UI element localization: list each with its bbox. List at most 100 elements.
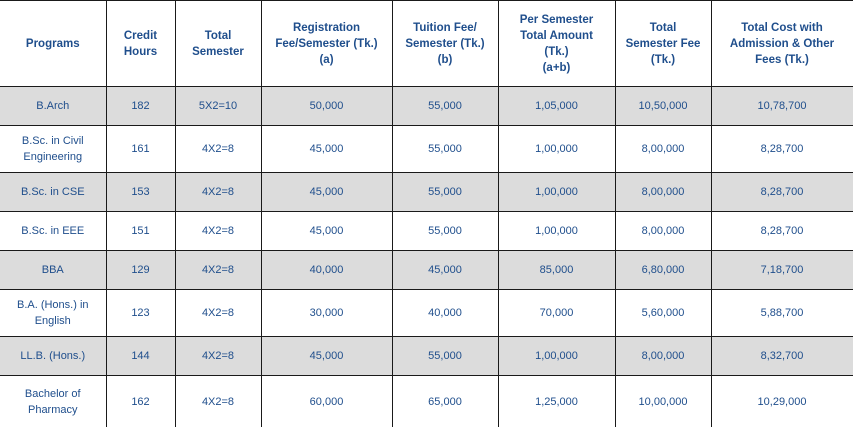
header-line: (Tk.)	[544, 45, 569, 58]
total-semester: 4X2=8	[174, 211, 262, 251]
credit-hours: 153	[105, 172, 176, 212]
header-line: (b)	[437, 53, 453, 66]
registration-fee: 30,000	[260, 289, 393, 337]
program-name: B.A. (Hons.) in English	[0, 289, 107, 337]
total-semester: 4X2=8	[174, 250, 262, 290]
header-line: Semester (Tk.)	[405, 37, 485, 50]
total-semester: 4X2=8	[174, 289, 262, 337]
per-semester-total: 1,00,000	[497, 125, 616, 173]
header-line: Per Semester	[519, 13, 594, 26]
table-row: B.Sc. in EEE 151 4X2=8 45,000 55,000 1,0…	[0, 211, 853, 251]
program-name-line: B.Sc. in EEE	[21, 225, 85, 237]
per-semester-total: 1,00,000	[497, 211, 616, 251]
header-line: Registration	[292, 21, 361, 34]
header-line: Admission & Other	[729, 37, 835, 50]
total-semester-fee: 6,80,000	[614, 250, 712, 290]
program-name-line: B.Sc. in Civil	[21, 135, 84, 147]
program-name-line: Engineering	[23, 151, 83, 163]
total-cost: 10,29,000	[710, 375, 853, 427]
total-semester-fee: 10,00,000	[614, 375, 712, 427]
program-name-line: BBA	[41, 264, 64, 276]
registration-fee: 50,000	[260, 86, 393, 126]
header-row: Programs Credit Hours Total Semester Reg…	[0, 0, 853, 87]
total-cost: 7,18,700	[710, 250, 853, 290]
header-line: Semester	[192, 45, 244, 58]
total-semester-fee: 10,50,000	[614, 86, 712, 126]
total-semester-fee: 8,00,000	[614, 172, 712, 212]
program-name-line: LL.B. (Hons.)	[20, 350, 86, 362]
credit-hours: 182	[105, 86, 176, 126]
program-name: B.Sc. in CSE	[0, 172, 107, 212]
program-name: B.Sc. in Civil Engineering	[0, 125, 107, 173]
per-semester-total: 85,000	[497, 250, 616, 290]
total-cost: 5,88,700	[710, 289, 853, 337]
table-row: B.Arch 182 5X2=10 50,000 55,000 1,05,000…	[0, 86, 853, 126]
header-tuition-fee: Tuition Fee/ Semester (Tk.) (b)	[391, 0, 499, 87]
tuition-fee: 55,000	[391, 211, 499, 251]
table-row: Bachelor of Pharmacy 162 4X2=8 60,000 65…	[0, 375, 853, 427]
fee-table: Programs Credit Hours Total Semester Reg…	[0, 0, 853, 427]
credit-hours: 123	[105, 289, 176, 337]
total-semester: 4X2=8	[174, 375, 262, 427]
header-line: Fee/Semester (Tk.)	[275, 37, 378, 50]
header-line: (a+b)	[542, 61, 571, 74]
header-line: Credit	[123, 29, 158, 42]
total-cost: 8,32,700	[710, 336, 853, 376]
program-name: Bachelor of Pharmacy	[0, 375, 107, 427]
total-cost: 8,28,700	[710, 125, 853, 173]
registration-fee: 40,000	[260, 250, 393, 290]
per-semester-total: 1,25,000	[497, 375, 616, 427]
header-line: Hours	[123, 45, 158, 58]
credit-hours: 129	[105, 250, 176, 290]
total-cost: 10,78,700	[710, 86, 853, 126]
tuition-fee: 55,000	[391, 172, 499, 212]
total-cost: 8,28,700	[710, 211, 853, 251]
per-semester-total: 1,00,000	[497, 172, 616, 212]
total-semester: 5X2=10	[174, 86, 262, 126]
program-name: LL.B. (Hons.)	[0, 336, 107, 376]
header-total-cost: Total Cost with Admission & Other Fees (…	[710, 0, 853, 87]
total-semester: 4X2=8	[174, 172, 262, 212]
registration-fee: 45,000	[260, 211, 393, 251]
tuition-fee: 55,000	[391, 125, 499, 173]
table-row: LL.B. (Hons.) 144 4X2=8 45,000 55,000 1,…	[0, 336, 853, 376]
header-line: Programs	[25, 37, 80, 50]
credit-hours: 144	[105, 336, 176, 376]
tuition-fee: 55,000	[391, 86, 499, 126]
header-registration-fee: Registration Fee/Semester (Tk.) (a)	[260, 0, 393, 87]
program-name-line: B.A. (Hons.) in	[16, 299, 89, 311]
header-per-semester-total: Per Semester Total Amount (Tk.) (a+b)	[497, 0, 616, 87]
registration-fee: 45,000	[260, 336, 393, 376]
per-semester-total: 1,00,000	[497, 336, 616, 376]
tuition-fee: 45,000	[391, 250, 499, 290]
program-name-line: Pharmacy	[27, 403, 78, 416]
tuition-fee: 40,000	[391, 289, 499, 337]
program-name: B.Sc. in EEE	[0, 211, 107, 251]
table-row: B.A. (Hons.) in English 123 4X2=8 30,000…	[0, 289, 853, 337]
total-semester-fee: 5,60,000	[614, 289, 712, 337]
program-name-line: B.Sc. in CSE	[20, 186, 85, 198]
registration-fee: 45,000	[260, 172, 393, 212]
total-semester: 4X2=8	[174, 125, 262, 173]
registration-fee: 45,000	[260, 125, 393, 173]
header-line: Total	[649, 21, 677, 34]
total-cost: 8,28,700	[710, 172, 853, 212]
header-programs: Programs	[0, 0, 107, 87]
header-line: (Tk.)	[650, 53, 676, 66]
program-name-line: English	[34, 315, 71, 327]
tuition-fee: 65,000	[391, 375, 499, 427]
header-line: Total Amount	[520, 29, 593, 42]
credit-hours: 162	[105, 375, 176, 427]
per-semester-total: 1,05,000	[497, 86, 616, 126]
header-credit-hours: Credit Hours	[105, 0, 176, 87]
header-total-semester: Total Semester	[174, 0, 262, 87]
total-semester-fee: 8,00,000	[614, 211, 712, 251]
credit-hours: 161	[105, 125, 176, 173]
header-total-semester-fee: Total Semester Fee (Tk.)	[614, 0, 712, 87]
table-row: B.Sc. in CSE 153 4X2=8 45,000 55,000 1,0…	[0, 172, 853, 212]
header-line: Total	[204, 29, 232, 42]
total-semester-fee: 8,00,000	[614, 125, 712, 173]
program-name: B.Arch	[0, 86, 107, 126]
total-semester: 4X2=8	[174, 336, 262, 376]
header-line: Tuition Fee/	[413, 21, 477, 34]
